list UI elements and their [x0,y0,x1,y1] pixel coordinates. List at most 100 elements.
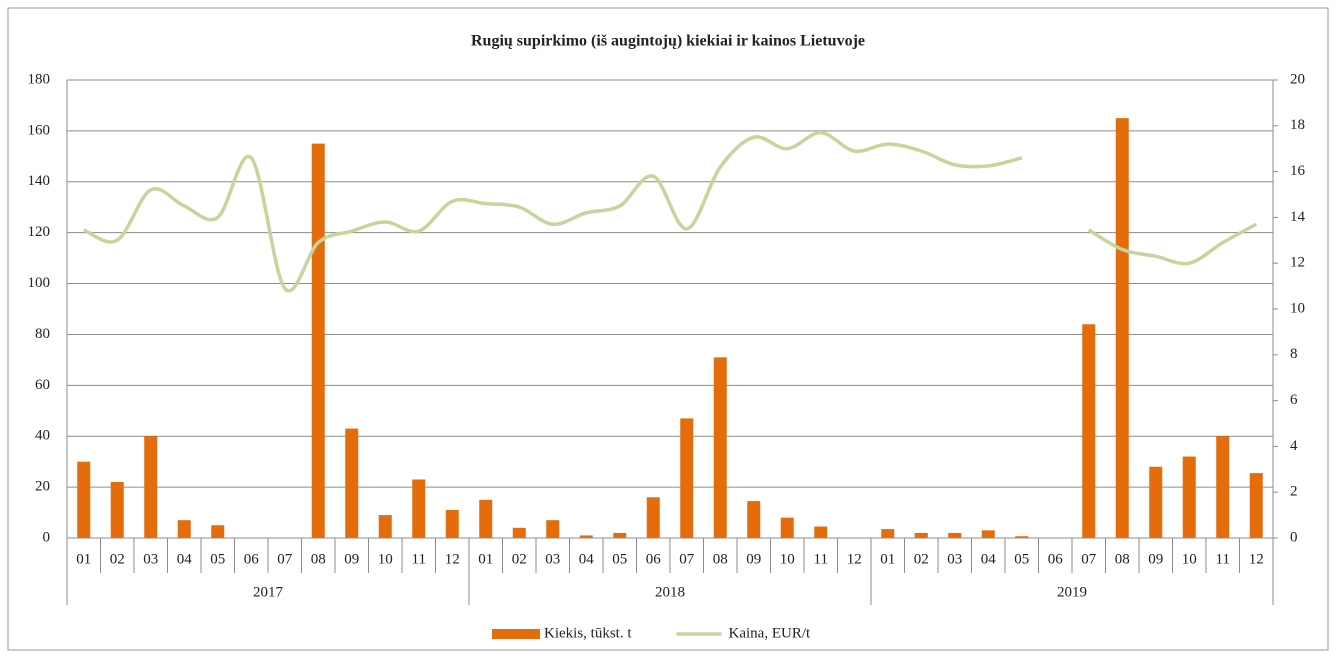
legend-swatch [492,629,540,639]
bar [345,428,359,538]
y-tick-label: 0 [43,529,51,545]
bar [512,527,526,538]
x-tick-label: 12 [1249,551,1264,567]
x-tick-label: 02 [512,551,527,567]
y-tick-label: 40 [35,428,50,444]
bar [780,517,794,538]
y-tick-label: 120 [28,224,51,240]
bar [814,526,828,538]
x-tick-label: 08 [1115,551,1130,567]
bar [680,418,694,538]
x-tick-label: 04 [177,551,193,567]
x-tick-label: 02 [914,551,929,567]
y-tick-label: 80 [35,326,50,342]
x-tick-label: 10 [780,551,795,567]
x-tick-label: 03 [143,551,158,567]
x-tick-label: 09 [344,551,359,567]
x-tick-label: 07 [679,551,695,567]
bar [1216,436,1230,538]
bar [747,501,761,538]
bar [646,497,660,538]
group-label: 2017 [253,584,284,600]
bar [211,525,225,538]
x-tick-label: 05 [1014,551,1029,567]
x-tick-label: 01 [880,551,895,567]
y2-tick-label: 8 [1290,346,1298,362]
bar [1149,466,1163,538]
bar [914,532,928,538]
x-tick-label: 08 [311,551,326,567]
chart-title: Rugių supirkimo (iš augintojų) kiekiai i… [471,33,865,50]
bar [77,461,91,538]
x-tick-label: 06 [1048,551,1064,567]
bar [1082,324,1096,538]
x-tick-label: 11 [1216,551,1230,567]
x-tick-label: 03 [545,551,560,567]
x-tick-label: 12 [445,551,460,567]
x-tick-label: 04 [579,551,595,567]
bar [1015,536,1029,538]
bar [546,520,560,538]
x-tick-label: 09 [746,551,761,567]
legend-label: Kaina, EUR/t [729,625,811,641]
x-tick-label: 11 [814,551,828,567]
x-tick-label: 01 [76,551,91,567]
group-label: 2018 [655,584,685,600]
y2-tick-label: 14 [1290,209,1306,225]
y2-tick-label: 2 [1290,484,1298,500]
x-tick-label: 04 [981,551,997,567]
x-tick-label: 05 [210,551,225,567]
x-tick-label: 05 [612,551,627,567]
bar [948,532,962,538]
bar [110,482,124,538]
bar [713,357,727,538]
x-tick-label: 11 [412,551,426,567]
x-tick-label: 10 [378,551,393,567]
x-tick-label: 08 [713,551,728,567]
y2-tick-label: 10 [1290,300,1305,316]
y-tick-label: 60 [35,377,50,393]
y2-tick-label: 6 [1290,392,1298,408]
y-tick-label: 140 [28,173,51,189]
bar [613,532,627,538]
bar [981,530,995,538]
line [1087,222,1258,266]
y2-tick-label: 20 [1290,71,1305,87]
line [83,130,1023,293]
bar [1115,118,1129,539]
x-tick-label: 01 [478,551,493,567]
y-tick-label: 160 [28,122,51,138]
y2-tick-label: 12 [1290,255,1305,271]
bar [144,436,158,538]
chart-border [7,7,1329,651]
group-label: 2019 [1057,584,1087,600]
x-tick-label: 09 [1148,551,1163,567]
x-tick-label: 10 [1182,551,1197,567]
y-tick-label: 20 [35,479,50,495]
bar [881,529,895,538]
x-tick-label: 03 [947,551,962,567]
bar [311,143,325,538]
x-tick-label: 07 [277,551,293,567]
bar [579,535,593,538]
y2-tick-label: 16 [1290,163,1306,179]
bar [177,520,191,538]
x-tick-label: 12 [847,551,862,567]
bar [412,479,426,538]
y-tick-label: 100 [28,275,51,291]
bar [1182,456,1196,538]
y2-tick-label: 0 [1290,529,1298,545]
y2-tick-label: 18 [1290,117,1305,133]
bar [378,515,392,538]
bar [1249,473,1263,538]
y2-tick-label: 4 [1290,438,1298,454]
bar [479,499,493,538]
x-tick-label: 02 [110,551,125,567]
x-tick-label: 06 [646,551,662,567]
y-tick-label: 180 [28,71,51,87]
bar [445,510,459,538]
x-tick-label: 07 [1081,551,1097,567]
legend-label: Kiekis, tūkst. t [544,625,632,641]
x-tick-label: 06 [244,551,260,567]
